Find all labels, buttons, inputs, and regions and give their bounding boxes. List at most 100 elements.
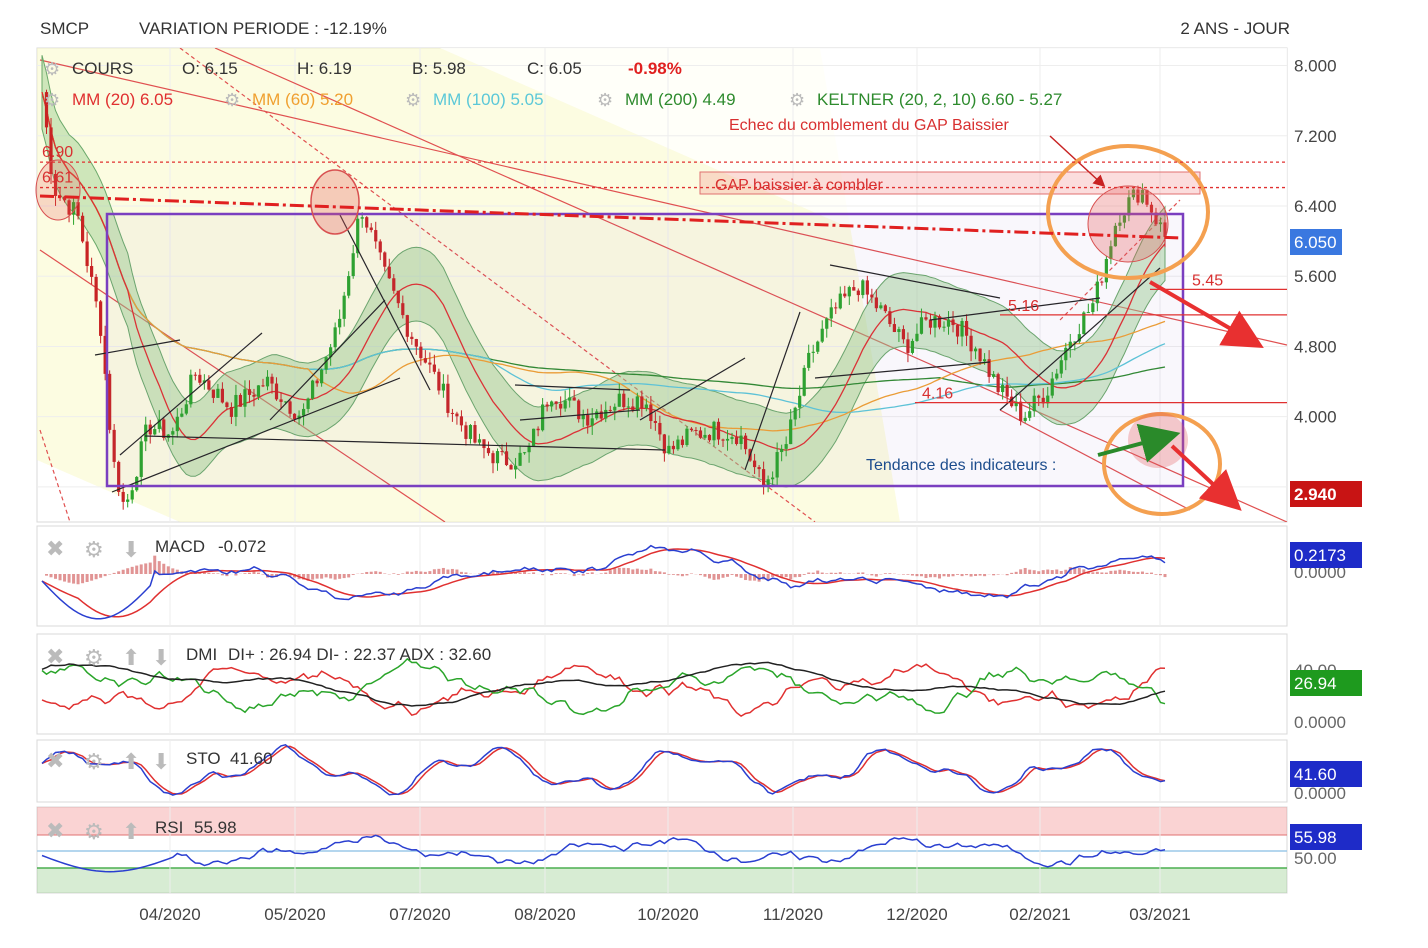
x-tick-label: 02/2021 (1009, 905, 1070, 924)
candle-body (522, 452, 527, 454)
candle-body (734, 437, 739, 445)
macd-hist-bar (883, 573, 887, 574)
candle-body (622, 393, 626, 408)
candle-body (888, 311, 892, 325)
period-variation-label: VARIATION PERIODE : -12.19% (139, 19, 387, 38)
macd-hist-bar (676, 574, 680, 576)
macd-hist-bar (270, 574, 274, 578)
macd-hist-bar (766, 574, 770, 580)
macd-gear-icon[interactable]: ⚙ (84, 537, 104, 562)
rsi-panel: ✖ ⚙ ⬆ RSI 55.98 50.00 55.98 (36, 806, 1362, 894)
macd-hist-bar (378, 571, 382, 574)
gear-icon: ⚙ (224, 90, 240, 110)
macd-hist-bar (99, 574, 103, 578)
dmi-close-icon[interactable]: ✖ (46, 644, 64, 669)
candle-body (1100, 281, 1104, 283)
candle-body (333, 327, 337, 348)
candle-body (175, 416, 179, 432)
macd-hist-bar (63, 574, 67, 582)
indicators-trend-label: Tendance des indicateurs : (866, 457, 1056, 474)
rsi-ghost-tick: 50.00 (1294, 849, 1337, 868)
macd-hist-bar (816, 570, 820, 574)
macd-hist-bar (829, 572, 833, 574)
macd-hist-bar (707, 574, 711, 579)
candle-body (1059, 360, 1063, 374)
gear-icon: ⚙ (44, 59, 60, 79)
macd-hist-bar (455, 569, 459, 574)
candle-body (1032, 395, 1036, 412)
macd-hist-bar (1113, 570, 1117, 574)
macd-hist-bar (960, 574, 964, 577)
indicator-arrow-down (1170, 444, 1242, 511)
macd-hist-bar (216, 573, 220, 574)
macd-down-icon[interactable]: ⬇ (122, 537, 140, 562)
macd-hist-bar (1086, 571, 1090, 574)
sto-gear-icon[interactable]: ⚙ (84, 749, 104, 774)
rsi-up-icon[interactable]: ⬆ (122, 819, 140, 844)
price-legend-row1: ⚙ COURS O: 6.15 H: 6.19 B: 5.98 C: 6.05 -0.98% (44, 59, 682, 79)
macd-hist-bar (1055, 569, 1059, 574)
candle-body (807, 352, 811, 368)
candle-body (1163, 222, 1167, 237)
macd-hist-bar (942, 574, 946, 577)
candle-body (1136, 189, 1140, 203)
candle-body (356, 218, 360, 254)
macd-hist-bar (1140, 571, 1144, 574)
period-selector[interactable]: 2 ANS - JOUR (1180, 19, 1290, 38)
macd-hist-bar (780, 574, 784, 578)
macd-hist-bar (85, 574, 89, 582)
candle-body (306, 398, 310, 409)
sto-close-icon[interactable]: ✖ (46, 748, 64, 773)
rsi-badge (1290, 824, 1362, 850)
candle-body (446, 383, 450, 413)
gap-circle-red (1087, 185, 1169, 263)
dmi-badge (1290, 670, 1362, 696)
candle-body (955, 325, 960, 337)
candle-body (216, 388, 220, 398)
candle-body (581, 414, 585, 420)
y-tick-label: 7.200 (1294, 127, 1337, 146)
macd-hist-bar (81, 574, 85, 584)
macd-hist-bar (252, 571, 256, 574)
candle-body (1014, 401, 1018, 407)
legend-ma-item: MM (100) 5.05 (433, 90, 544, 109)
legend-ma-item: MM (60) 5.20 (252, 90, 353, 109)
macd-hist-bar (1073, 567, 1077, 574)
macd-hist-bar (550, 574, 554, 576)
candle-body (635, 396, 639, 411)
macd-hist-bar (644, 569, 648, 574)
sto-down-icon[interactable]: ⬇ (152, 749, 170, 774)
macd-hist-bar (820, 572, 824, 574)
trendline (639, 357, 746, 421)
macd-signal-line (41, 548, 1166, 618)
sto-up-icon[interactable]: ⬆ (122, 749, 140, 774)
rsi-gear-icon[interactable]: ⚙ (84, 819, 104, 844)
dmi-up-icon[interactable]: ⬆ (122, 645, 140, 670)
candle-body (342, 295, 346, 319)
macd-close-icon[interactable]: ✖ (46, 536, 64, 561)
candle-body (1005, 384, 1009, 397)
legend-item: O: 6.15 (182, 59, 238, 78)
macd-hist-bar (329, 574, 333, 579)
candle-body (798, 395, 802, 408)
sto-value: 41.60 (230, 749, 273, 768)
trendline (339, 214, 431, 391)
macd-hist-bar (1149, 572, 1153, 574)
macd-hist-bar (437, 568, 441, 574)
candle-body (360, 217, 364, 219)
sto-panel: ✖ ⚙ ⬆ ⬇ STO 41.60 0.0000 41.60 (36, 739, 1362, 803)
candle-body (315, 380, 319, 384)
candle-body (843, 293, 847, 297)
y-tick-label: 6.400 (1294, 197, 1337, 216)
candle-body (829, 307, 833, 319)
price-legend-row2: ⚙ MM (20) 6.05 ⚙ MM (60) 5.20 ⚙ MM (100) 5.05… (44, 90, 1062, 110)
dmi-down-icon[interactable]: ⬇ (152, 645, 170, 670)
dmi-gear-icon[interactable]: ⚙ (84, 645, 104, 670)
price-background-zones (37, 48, 1287, 522)
candle-body (613, 406, 617, 411)
rsi-close-icon[interactable]: ✖ (46, 818, 64, 843)
candle-body (347, 276, 351, 296)
y-tick-label: 4.000 (1294, 408, 1337, 427)
macd-hist-bar (58, 574, 62, 581)
macd-hist-bar (811, 572, 815, 574)
